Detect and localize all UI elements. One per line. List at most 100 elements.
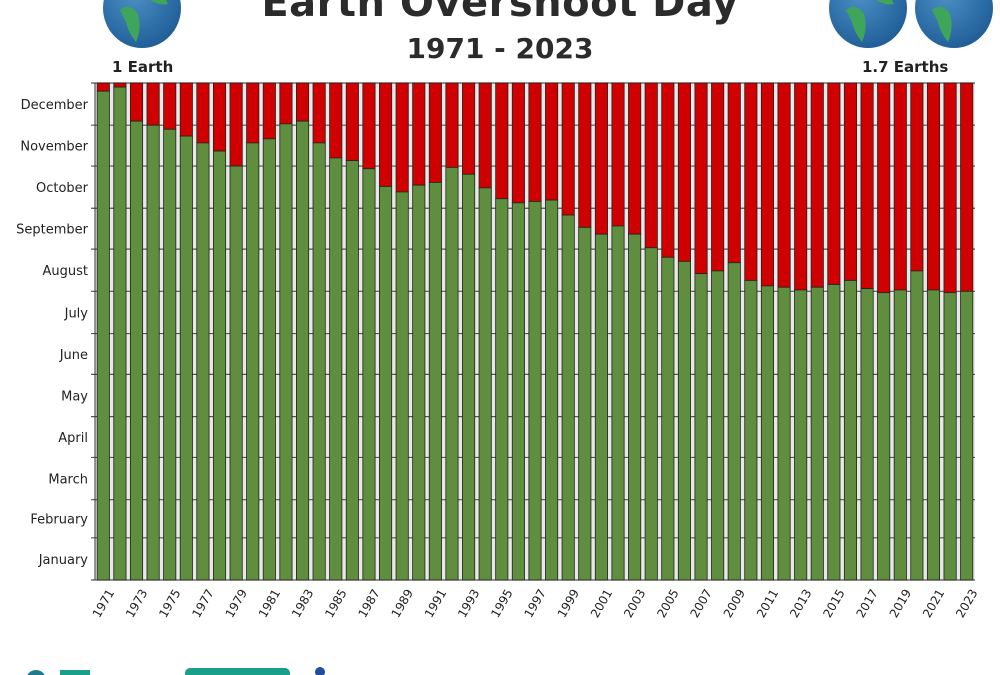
bar-after-overshoot-1984 bbox=[312, 82, 326, 144]
x-tick-label: 1995 bbox=[488, 587, 515, 620]
bar-after-overshoot-2022 bbox=[943, 82, 957, 294]
x-tick-label: 1977 bbox=[189, 587, 216, 620]
x-tick-label: 2007 bbox=[688, 587, 715, 620]
bar-after-overshoot-1989 bbox=[395, 82, 409, 193]
bar-after-overshoot-2023 bbox=[960, 82, 974, 292]
bar-before-overshoot-1992 bbox=[445, 167, 459, 581]
bar-before-overshoot-2009 bbox=[727, 262, 741, 581]
bar-before-overshoot-1993 bbox=[462, 173, 476, 581]
bar-after-overshoot-1976 bbox=[179, 82, 193, 137]
y-tick-label: April bbox=[58, 431, 88, 446]
bar-before-overshoot-1995 bbox=[495, 198, 509, 581]
y-tick-label: June bbox=[59, 348, 88, 363]
y-tick-label: February bbox=[30, 513, 88, 528]
bar-after-overshoot-2014 bbox=[810, 82, 824, 288]
x-tick-label: 1983 bbox=[289, 587, 316, 620]
globe-icon bbox=[829, 0, 907, 48]
bar-before-overshoot-1984 bbox=[312, 142, 326, 581]
y-tick-label: July bbox=[64, 306, 89, 321]
x-tick-label: 1973 bbox=[123, 587, 150, 620]
x-tick-label: 2015 bbox=[820, 587, 847, 620]
y-tick-label: September bbox=[16, 223, 89, 238]
bar-after-overshoot-1971 bbox=[96, 82, 110, 92]
chart-subtitle: 1971 - 2023 bbox=[406, 32, 594, 65]
y-tick-label: October bbox=[36, 181, 89, 196]
x-tick-label: 2011 bbox=[754, 587, 781, 620]
bar-before-overshoot-2001 bbox=[594, 233, 608, 581]
x-tick-label: 1971 bbox=[90, 587, 117, 620]
bar-before-overshoot-2002 bbox=[611, 225, 625, 581]
bar-after-overshoot-2010 bbox=[744, 82, 758, 281]
bar-after-overshoot-1978 bbox=[212, 82, 227, 152]
bar-after-overshoot-1992 bbox=[445, 82, 459, 168]
bar-after-overshoot-2021 bbox=[926, 82, 941, 291]
bar-before-overshoot-1990 bbox=[412, 184, 426, 581]
bar-before-overshoot-2007 bbox=[694, 273, 708, 581]
bar-before-overshoot-1980 bbox=[246, 142, 260, 581]
bar-before-overshoot-2014 bbox=[810, 286, 824, 581]
bar-after-overshoot-2018 bbox=[877, 82, 891, 294]
bar-before-overshoot-1989 bbox=[395, 191, 409, 581]
x-tick-label: 1999 bbox=[555, 587, 582, 620]
bar-before-overshoot-1983 bbox=[296, 120, 310, 581]
bar-after-overshoot-1997 bbox=[528, 82, 542, 202]
bar-before-overshoot-1988 bbox=[379, 186, 393, 581]
x-tick-label: 2019 bbox=[887, 587, 914, 620]
bar-after-overshoot-2020 bbox=[910, 82, 924, 272]
bar-after-overshoot-1990 bbox=[412, 82, 426, 186]
bar-after-overshoot-2008 bbox=[711, 82, 725, 272]
bar-before-overshoot-2012 bbox=[777, 286, 791, 581]
bar-after-overshoot-1973 bbox=[129, 82, 144, 122]
x-tick-label: 1981 bbox=[256, 587, 283, 620]
bar-after-overshoot-2019 bbox=[893, 82, 907, 291]
bar-after-overshoot-2002 bbox=[611, 82, 625, 227]
y-tick-label: March bbox=[48, 473, 88, 488]
bar-after-overshoot-2001 bbox=[594, 82, 608, 235]
bar-before-overshoot-1971 bbox=[96, 90, 110, 581]
bar-before-overshoot-1977 bbox=[196, 142, 210, 581]
y-tick-label: December bbox=[21, 98, 89, 113]
x-tick-label: 1989 bbox=[389, 587, 416, 620]
bar-after-overshoot-1991 bbox=[428, 82, 442, 183]
bar-before-overshoot-1987 bbox=[362, 168, 376, 581]
x-tick-label: 1975 bbox=[156, 587, 183, 620]
bar-after-overshoot-2016 bbox=[843, 82, 858, 281]
footer-logos bbox=[27, 667, 325, 675]
globe-icon bbox=[103, 0, 181, 48]
bar-after-overshoot-1979 bbox=[229, 82, 243, 167]
one-earth-label: 1 Earth bbox=[112, 58, 174, 76]
bar-before-overshoot-2006 bbox=[677, 260, 691, 581]
bar-before-overshoot-1991 bbox=[428, 181, 442, 581]
bar-after-overshoot-2015 bbox=[827, 82, 841, 285]
bar-after-overshoot-1974 bbox=[146, 82, 160, 126]
x-tick-label: 2023 bbox=[953, 587, 980, 620]
bar-after-overshoot-1999 bbox=[561, 82, 575, 216]
bar-before-overshoot-1976 bbox=[179, 135, 193, 581]
x-tick-label: 1993 bbox=[455, 587, 482, 620]
bar-before-overshoot-2008 bbox=[711, 270, 725, 581]
bar-after-overshoot-2006 bbox=[677, 82, 691, 262]
bar-before-overshoot-2000 bbox=[578, 226, 592, 581]
bar-after-overshoot-1981 bbox=[262, 82, 276, 140]
bar-after-overshoot-2017 bbox=[860, 82, 874, 290]
bar-after-overshoot-1982 bbox=[279, 82, 293, 125]
bar-after-overshoot-2013 bbox=[794, 82, 808, 291]
x-tick-label: 2021 bbox=[920, 587, 947, 620]
bar-before-overshoot-1978 bbox=[212, 150, 227, 581]
earths-label: 1.7 Earths bbox=[862, 58, 949, 76]
bar-before-overshoot-1985 bbox=[329, 157, 343, 581]
bar-before-overshoot-1974 bbox=[146, 124, 160, 581]
bar-after-overshoot-1993 bbox=[462, 82, 476, 175]
bar-after-overshoot-2003 bbox=[628, 82, 642, 235]
bar-after-overshoot-2004 bbox=[644, 82, 658, 249]
bar-before-overshoot-2022 bbox=[943, 292, 957, 581]
bar-before-overshoot-1986 bbox=[345, 160, 359, 581]
bar-before-overshoot-2003 bbox=[628, 233, 642, 581]
x-tick-label: 2001 bbox=[588, 587, 615, 620]
bar-before-overshoot-2016 bbox=[843, 280, 858, 581]
bar-before-overshoot-1996 bbox=[511, 202, 525, 581]
bar-after-overshoot-1988 bbox=[379, 82, 393, 187]
bar-before-overshoot-2015 bbox=[827, 284, 841, 581]
